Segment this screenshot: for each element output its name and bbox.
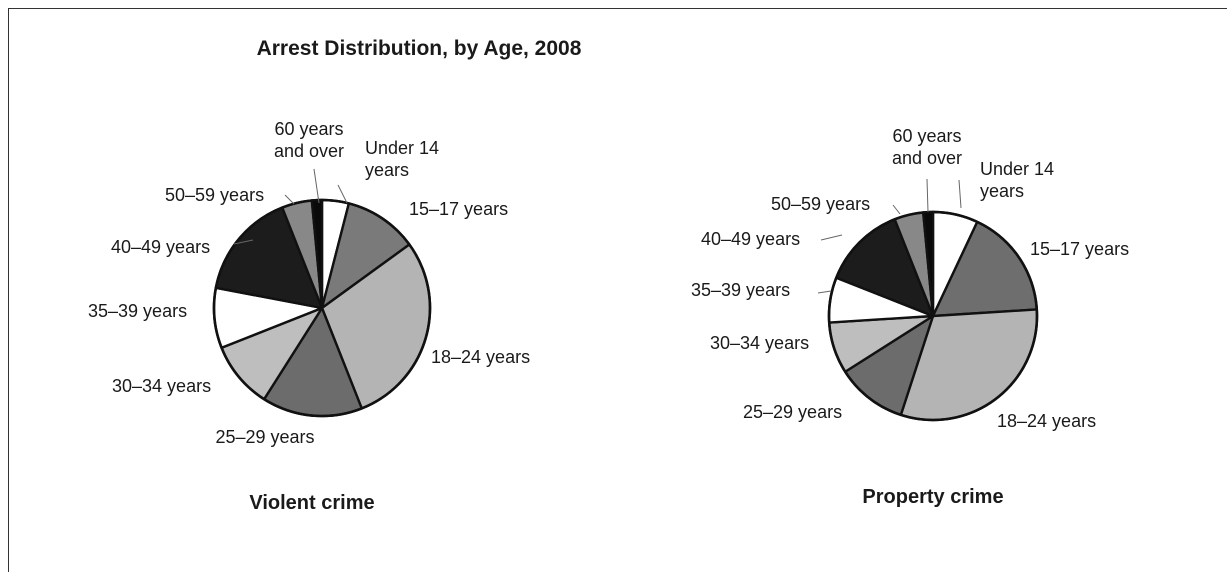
leader-line-50-59-years <box>892 204 901 215</box>
slice-label-50-59-years: 50–59 years <box>771 194 870 214</box>
leader-line-40-49-years <box>820 234 843 241</box>
slice-label-15-17-years: 15–17 years <box>409 199 508 219</box>
slice-label-35-39-years: 35–39 years <box>691 280 790 300</box>
slice-label-60-years-and-over: 60 years and over <box>274 119 344 161</box>
slice-label-under-14-years: Under 14 years <box>365 138 439 180</box>
slice-label-18-24-years: 18–24 years <box>997 411 1096 431</box>
chart-canvas: Arrest Distribution, by Age, 2008 Violen… <box>88 37 1129 514</box>
leader-line-40-49-years <box>233 239 254 245</box>
slice-label-35-39-years: 35–39 years <box>88 301 187 321</box>
slice-label-40-49-years: 40–49 years <box>111 237 210 257</box>
slice-label-25-29-years: 25–29 years <box>215 427 314 447</box>
pie-outline <box>827 210 1039 422</box>
leader-line-60-years-and-over <box>313 168 320 204</box>
property-crime-subtitle: Property crime <box>862 486 1003 508</box>
pie-outline <box>212 198 432 418</box>
slice-label-50-59-years: 50–59 years <box>165 185 264 205</box>
slice-label-30-34-years: 30–34 years <box>112 376 211 396</box>
chart-title: Arrest Distribution, by Age, 2008 <box>257 37 582 60</box>
slice-label-under-14-years: Under 14 years <box>980 159 1054 201</box>
leader-line-under-14-years <box>337 184 348 204</box>
leader-line-60-years-and-over <box>926 178 929 213</box>
leader-line-50-59-years <box>284 194 295 205</box>
leader-line-35-39-years <box>817 290 832 294</box>
slice-label-15-17-years: 15–17 years <box>1030 239 1129 259</box>
slice-label-30-34-years: 30–34 years <box>710 333 809 353</box>
slice-label-40-49-years: 40–49 years <box>701 229 800 249</box>
slice-label-25-29-years: 25–29 years <box>743 402 842 422</box>
violent-crime-subtitle: Violent crime <box>249 492 374 514</box>
violent-crime-pie: Under 14 years 15–17 years 18–24 years 25–29… <box>88 119 530 447</box>
leader-line-under-14-years <box>958 179 962 209</box>
slice-label-18-24-years: 18–24 years <box>431 347 530 367</box>
figure-frame: Arrest Distribution, by Age, 2008 Violen… <box>8 8 1227 572</box>
slice-label-60-years-and-over: 60 years and over <box>892 126 962 168</box>
property-crime-pie: Under 14 years 15–17 years 18–24 years 25–29… <box>691 126 1129 431</box>
